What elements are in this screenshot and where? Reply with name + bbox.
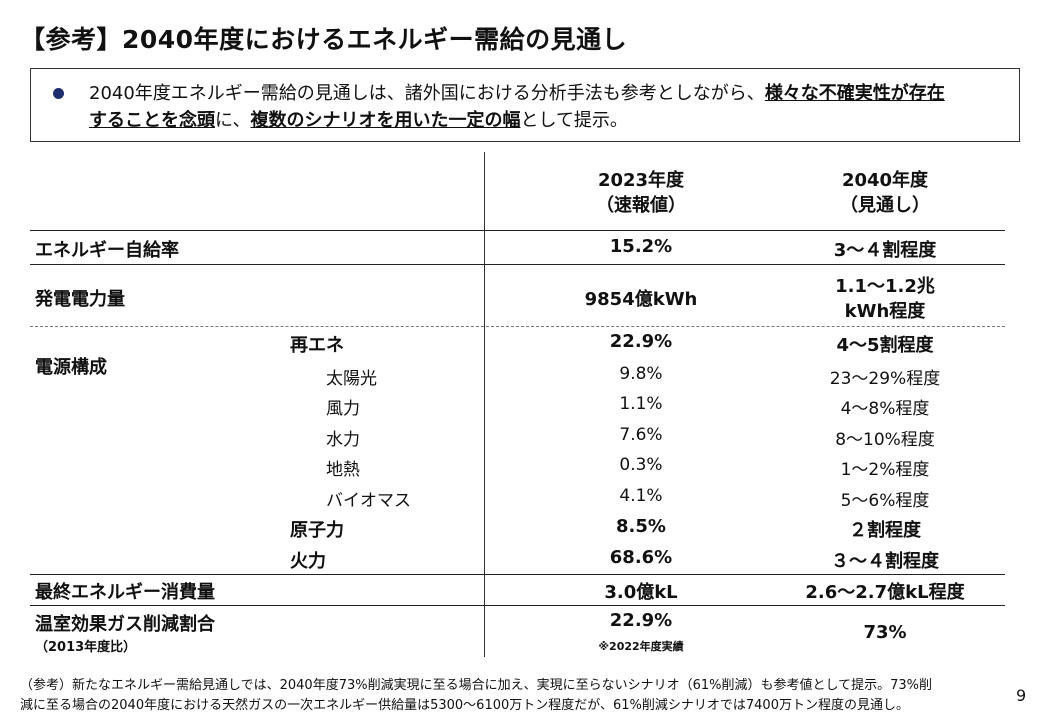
value-2023-geothermal: 0.3% (619, 455, 663, 475)
summary-emphasis-1a: 様々な不確実性が存在 (764, 83, 945, 104)
row-label-self-sufficiency: エネルギー自給率 (35, 240, 179, 261)
value-2040-generation-line1: 1.1～1.2兆 (835, 276, 935, 297)
value-2040-nuclear: ２割程度 (849, 520, 921, 541)
value-2040-solar: 23～29%程度 (829, 369, 941, 389)
row-label-final-consumption: 最終エネルギー消費量 (35, 582, 215, 603)
value-2023-ghg-note: ※2022年度実績 (598, 640, 684, 653)
value-2023-final-consumption: 3.0億kL (604, 582, 678, 603)
row-sublabel-ghg-baseline: （2013年度比） (35, 640, 137, 655)
value-2023-nuclear: 8.5% (616, 516, 666, 537)
table-rule (30, 230, 1005, 231)
footnote-line-1: （参考）新たなエネルギー需給見通しでは、2040年度73%削減実現に至る場合に加… (20, 678, 932, 693)
header-2040-year: 2040年度 (841, 170, 929, 191)
value-2023-hydro: 7.6% (619, 425, 663, 445)
summary-text: 2040年度エネルギー需給の見通しは、諸外国における分析手法も参考としながら、様… (89, 80, 999, 134)
value-2023-biomass: 4.1% (619, 486, 663, 506)
summary-emphasis-2: 複数のシナリオを用いた一定の幅 (250, 110, 521, 131)
value-2023-wind: 1.1% (619, 394, 663, 414)
value-2023-renewable: 22.9% (609, 331, 673, 352)
summary-text-3: として提示。 (520, 110, 628, 131)
row-label-renewable: 再エネ (290, 335, 344, 356)
value-2040-self-sufficiency: 3～４割程度 (833, 240, 937, 261)
page-title: 【参考】2040年度におけるエネルギー需給の見通し (20, 25, 628, 54)
row-label-hydro: 水力 (326, 430, 360, 450)
table-rule-dashed (30, 326, 1005, 327)
summary-box: 2040年度エネルギー需給の見通しは、諸外国における分析手法も参考としながら、様… (30, 68, 1020, 142)
row-label-power-mix: 電源構成 (35, 357, 107, 378)
header-2023-year: 2023年度 (597, 170, 685, 191)
value-2040-final-consumption: 2.6～2.7億kL程度 (805, 582, 965, 603)
summary-text-2: に、 (215, 110, 251, 131)
footnote-line-2: 減に至る場合の2040年度における天然ガスの一次エネルギー供給量は5300～61… (20, 698, 909, 713)
header-2040-note: （見通し） (840, 195, 930, 216)
value-2040-biomass: 5～6%程度 (840, 491, 930, 511)
row-label-geothermal: 地熱 (326, 460, 360, 480)
row-label-ghg-reduction: 温室効果ガス削減割合 (35, 614, 215, 635)
table-rule (30, 264, 1005, 265)
header-2023-note: （速報値） (596, 195, 686, 216)
row-label-wind: 風力 (326, 399, 360, 419)
value-2023-solar: 9.8% (619, 364, 663, 384)
value-2023-ghg-reduction: 22.9% (609, 610, 673, 631)
table-rule (30, 574, 1005, 575)
value-2040-renewable: 4～5割程度 (836, 335, 934, 356)
value-2040-wind: 4～8%程度 (840, 399, 930, 419)
value-2040-ghg-reduction: 73% (863, 622, 907, 643)
footnote: （参考）新たなエネルギー需給見通しでは、2040年度73%削減実現に至る場合に加… (20, 676, 1020, 716)
row-label-thermal: 火力 (290, 551, 326, 572)
bullet-icon (53, 88, 64, 99)
value-2040-hydro: 8～10%程度 (835, 430, 935, 450)
value-2023-generation: 9854億kWh (584, 289, 698, 310)
summary-text-1: 2040年度エネルギー需給の見通しは、諸外国における分析手法も参考としながら、 (89, 83, 765, 104)
value-2023-thermal: 68.6% (609, 547, 673, 568)
row-label-generation: 発電電力量 (35, 289, 125, 310)
page-number: 9 (1016, 686, 1027, 705)
value-2040-generation-line2: kWh程度 (844, 301, 926, 322)
row-label-solar: 太陽光 (326, 369, 377, 389)
column-divider (484, 152, 485, 657)
value-2040-geothermal: 1～2%程度 (840, 460, 930, 480)
value-2023-self-sufficiency: 15.2% (609, 236, 673, 257)
row-label-biomass: バイオマス (326, 491, 411, 511)
value-2040-thermal: ３～４割程度 (831, 551, 939, 572)
table-rule (30, 605, 1005, 606)
summary-emphasis-1b: することを念頭 (89, 110, 215, 131)
row-label-nuclear: 原子力 (290, 520, 344, 541)
